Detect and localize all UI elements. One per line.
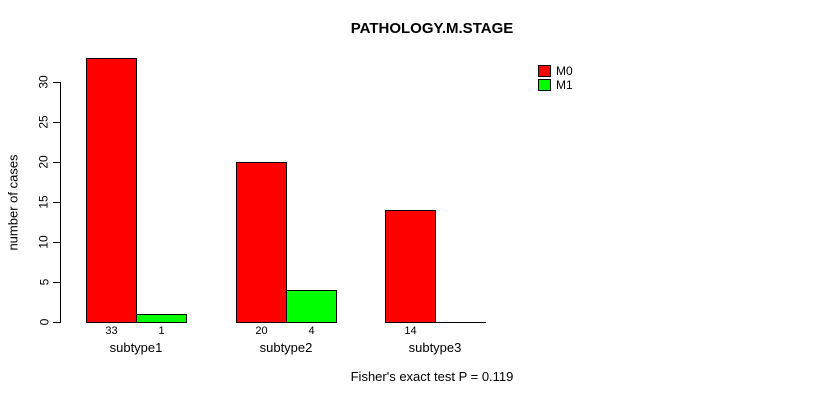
y-axis-tick-label: 0 bbox=[34, 315, 54, 329]
legend-label: M0 bbox=[556, 64, 573, 78]
x-axis-category-label: subtype3 bbox=[408, 340, 462, 355]
y-axis-tick bbox=[53, 122, 60, 123]
y-axis-tick-label: 20 bbox=[34, 155, 54, 169]
y-axis-tick bbox=[53, 82, 60, 83]
y-axis-tick bbox=[53, 202, 60, 203]
y-axis-tick-label: 30 bbox=[34, 75, 54, 89]
y-axis-tick-label: 15 bbox=[34, 195, 54, 209]
y-axis-tick-label-text: 0 bbox=[37, 318, 51, 326]
bar-m0-subtype1 bbox=[86, 58, 137, 323]
legend-swatch-m0 bbox=[538, 65, 551, 77]
y-axis-tick bbox=[53, 282, 60, 283]
y-axis-tick-label-text: 5 bbox=[37, 278, 51, 286]
bar-value-label: 33 bbox=[105, 325, 118, 337]
chart-title: PATHOLOGY.M.STAGE bbox=[350, 20, 514, 37]
y-axis-tick-label-text: 15 bbox=[36, 195, 51, 209]
bar-value-label: 20 bbox=[255, 325, 268, 337]
legend-item: M1 bbox=[538, 79, 573, 91]
y-axis-line bbox=[60, 82, 61, 323]
y-axis-tick-label-text: 10 bbox=[36, 235, 51, 249]
bar-value-label: 1 bbox=[158, 325, 165, 337]
y-axis-tick bbox=[53, 162, 60, 163]
bar-m1-subtype3 bbox=[435, 322, 486, 323]
x-axis-category-label: subtype2 bbox=[259, 340, 313, 355]
bar-value-label: 4 bbox=[308, 325, 315, 337]
legend-label: M1 bbox=[556, 78, 573, 92]
legend-swatch-m1 bbox=[538, 79, 551, 91]
bar-m0-subtype2 bbox=[236, 162, 287, 323]
y-axis-tick-label-text: 25 bbox=[36, 115, 51, 129]
y-axis-tick-label-text: 30 bbox=[36, 75, 51, 89]
y-axis-tick-label-text: 20 bbox=[36, 155, 51, 169]
legend-item: M0 bbox=[538, 65, 573, 77]
bar-m0-subtype3 bbox=[385, 210, 436, 323]
y-axis-tick-label: 25 bbox=[34, 115, 54, 129]
bar-m1-subtype1 bbox=[136, 314, 187, 323]
x-axis-category-label: subtype1 bbox=[109, 340, 163, 355]
bar-m1-subtype2 bbox=[286, 290, 337, 323]
y-axis-tick bbox=[53, 242, 60, 243]
legend: M0 M1 bbox=[538, 65, 573, 93]
y-axis-tick bbox=[53, 322, 60, 323]
bar-value-label: 14 bbox=[404, 325, 417, 337]
y-axis-tick-label: 10 bbox=[34, 235, 54, 249]
stat-note: Fisher's exact test P = 0.119 bbox=[350, 369, 514, 384]
y-axis-tick-label: 5 bbox=[34, 275, 54, 289]
